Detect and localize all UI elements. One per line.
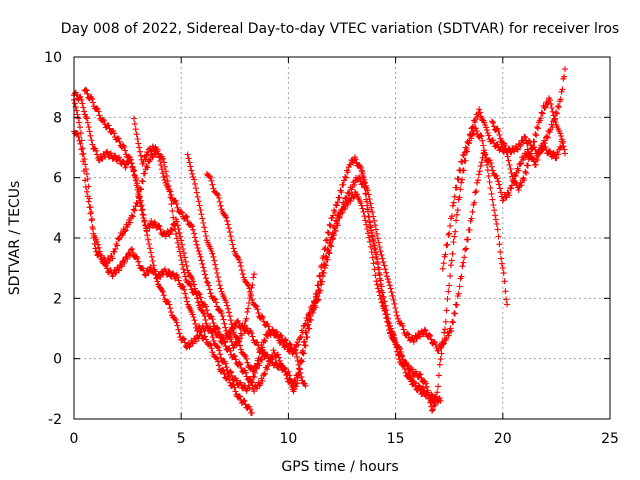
grid-lines	[74, 57, 610, 419]
series-trace-f	[184, 151, 268, 375]
x-tick-label: 5	[177, 431, 186, 447]
series-markers	[358, 66, 568, 354]
series-markers	[71, 89, 566, 414]
series-trace-a	[71, 89, 566, 414]
series-trace-e	[131, 115, 258, 352]
series-markers	[439, 125, 511, 308]
series-markers	[203, 171, 309, 389]
chart-title: Day 008 of 2022, Sidereal Day-to-day VTE…	[61, 21, 619, 37]
axis-ticks: 0 5 10 15 20 25 -2 0 2 4 6 8 10	[44, 50, 619, 447]
y-tick-label: 6	[53, 171, 62, 187]
y-tick-label: 10	[44, 50, 62, 66]
x-tick-label: 0	[70, 431, 79, 447]
y-axis-label: SDTVAR / TECUs	[7, 181, 23, 296]
x-axis-label: GPS time / hours	[281, 459, 398, 475]
y-tick-label: 8	[53, 110, 62, 126]
y-tick-label: -2	[48, 412, 62, 428]
series-markers	[131, 115, 258, 352]
series-trace-g	[203, 171, 309, 389]
x-tick-label: 25	[601, 431, 619, 447]
series-markers	[489, 95, 568, 193]
series-trace-d	[81, 86, 255, 416]
y-tick-label: 4	[53, 231, 62, 247]
y-tick-label: 0	[53, 352, 62, 368]
series-trace-h	[358, 66, 568, 354]
series-trace-b	[71, 96, 444, 405]
series-markers	[184, 151, 268, 375]
series-trace-j	[489, 95, 568, 193]
series-trace-i	[439, 125, 511, 308]
series-markers	[71, 96, 444, 405]
x-tick-label: 15	[387, 431, 405, 447]
x-tick-label: 10	[279, 431, 297, 447]
series-markers	[81, 86, 255, 416]
y-tick-label: 2	[53, 291, 62, 307]
x-tick-label: 20	[494, 431, 512, 447]
series-layer	[71, 66, 568, 416]
